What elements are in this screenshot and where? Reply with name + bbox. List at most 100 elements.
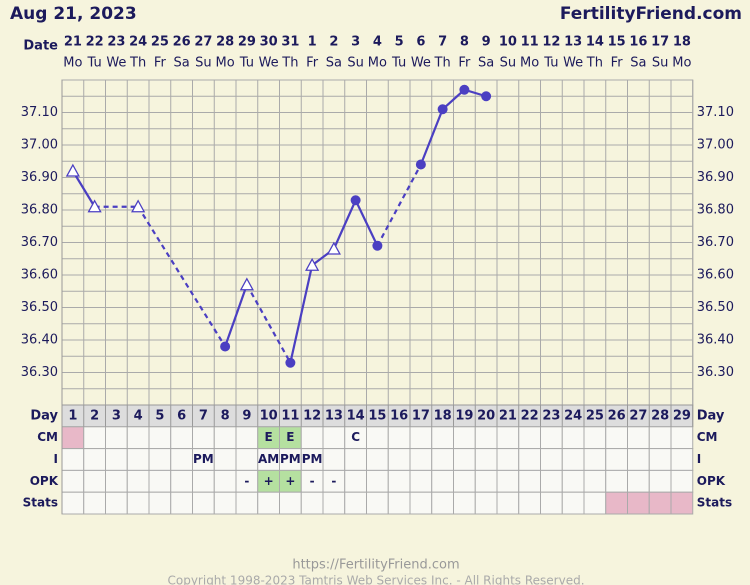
- weekday-label: Mo: [216, 56, 235, 71]
- date-label: 11: [521, 35, 539, 50]
- table-cell: [83, 469, 106, 493]
- table-cell: [192, 426, 215, 450]
- y-tick-label: 37.10: [21, 105, 58, 120]
- y-tick-label-right: 37.10: [697, 105, 734, 120]
- temp-line: [71, 170, 96, 208]
- y-tick-label-right: 36.30: [697, 365, 734, 380]
- y-tick-label: 37.00: [21, 138, 58, 153]
- cell-text: -: [331, 474, 336, 488]
- table-cell: [170, 469, 193, 493]
- table-cell: [126, 448, 150, 471]
- table-cell: [387, 426, 411, 450]
- table-cell: [235, 491, 259, 515]
- weekday-label: Mo: [520, 56, 539, 71]
- day-label-right: Day: [697, 408, 725, 423]
- table-cell: [279, 491, 302, 515]
- temp-point-open: [239, 277, 254, 291]
- date-label: 12: [542, 35, 560, 50]
- table-cell: [126, 426, 150, 450]
- table-cell: [83, 448, 106, 471]
- temp-point: [350, 195, 361, 206]
- x-tick-label: 12: [303, 408, 321, 423]
- cell-text: -: [310, 474, 315, 488]
- temp-point-open: [326, 241, 341, 255]
- table-cell: [387, 469, 411, 493]
- date-label: 9: [482, 35, 491, 50]
- date-label: 28: [216, 35, 234, 50]
- table-cell: [605, 448, 628, 471]
- table-cell: [627, 426, 650, 450]
- table-cell: [105, 491, 128, 515]
- table-cell: [540, 426, 563, 450]
- copyright: Copyright 1998-2023 Tamtris Web Services…: [167, 574, 584, 585]
- table-cell: [540, 491, 563, 515]
- table-cell: [213, 469, 237, 493]
- table-cell: [344, 448, 367, 471]
- table-cell: [583, 469, 607, 493]
- temp-point-open: [305, 257, 320, 271]
- x-tick-label: 8: [221, 408, 230, 423]
- table-cell: [126, 491, 150, 515]
- table-cell: [605, 491, 628, 515]
- table-cell: [300, 491, 324, 515]
- date-label: 14: [586, 35, 604, 50]
- date-label: 24: [129, 35, 147, 50]
- y-tick-label-right: 36.50: [697, 300, 734, 315]
- table-cell: [453, 448, 476, 471]
- gap-connector: [245, 284, 292, 364]
- table-cell: [83, 491, 106, 515]
- table-cell: [126, 469, 150, 493]
- date-label: 16: [629, 35, 647, 50]
- row-label-right: OPK: [697, 474, 726, 488]
- table-cell: [670, 469, 694, 493]
- date-label: 4: [373, 35, 382, 50]
- table-cell: [105, 469, 128, 493]
- x-tick-label: 10: [260, 408, 278, 423]
- temp-point: [415, 159, 426, 170]
- table-cell: [561, 448, 585, 471]
- table-cell: [496, 491, 520, 515]
- table-cell: [61, 426, 85, 450]
- y-tick-label: 36.40: [21, 333, 58, 348]
- table-cell: [148, 448, 172, 471]
- x-tick-label: 6: [177, 408, 186, 423]
- table-cell: [648, 426, 672, 450]
- date-label: 15: [608, 35, 626, 50]
- date-label: 18: [673, 35, 691, 50]
- x-tick-label: 27: [629, 408, 647, 423]
- table-cell: [300, 426, 324, 450]
- x-tick-label: 16: [390, 408, 408, 423]
- temp-point: [437, 104, 448, 115]
- table-cell: [409, 448, 433, 471]
- weekday-label: Th: [586, 56, 603, 71]
- table-cell: [453, 426, 476, 450]
- date-label: 8: [460, 35, 469, 50]
- table-cell: [257, 491, 280, 515]
- cell-text: PM: [280, 452, 301, 466]
- table-cell: [540, 469, 563, 493]
- date-label: 10: [499, 35, 517, 50]
- x-tick-label: 24: [564, 408, 582, 423]
- table-cell: [453, 491, 476, 515]
- cell-text: +: [264, 474, 274, 488]
- weekday-label: Su: [500, 56, 517, 71]
- x-tick-label: 19: [455, 408, 473, 423]
- weekday-label: We: [563, 56, 583, 71]
- table-cell: [561, 426, 585, 450]
- weekday-label: Tu: [87, 56, 102, 71]
- table-cell: [431, 491, 454, 515]
- gap-connector: [137, 206, 227, 348]
- temp-point-open: [131, 199, 146, 213]
- weekday-label: Sa: [478, 56, 494, 71]
- table-cell: [148, 426, 172, 450]
- table-cell: [170, 448, 193, 471]
- chart-title: Aug 21, 2023: [10, 4, 137, 24]
- date-label: 26: [173, 35, 191, 50]
- table-cell: [648, 448, 672, 471]
- table-cell: [648, 469, 672, 493]
- table-cell: [431, 448, 454, 471]
- table-cell: [409, 491, 433, 515]
- y-tick-label: 36.50: [21, 300, 58, 315]
- x-tick-label: 18: [434, 408, 452, 423]
- y-tick-label-right: 36.90: [697, 170, 734, 185]
